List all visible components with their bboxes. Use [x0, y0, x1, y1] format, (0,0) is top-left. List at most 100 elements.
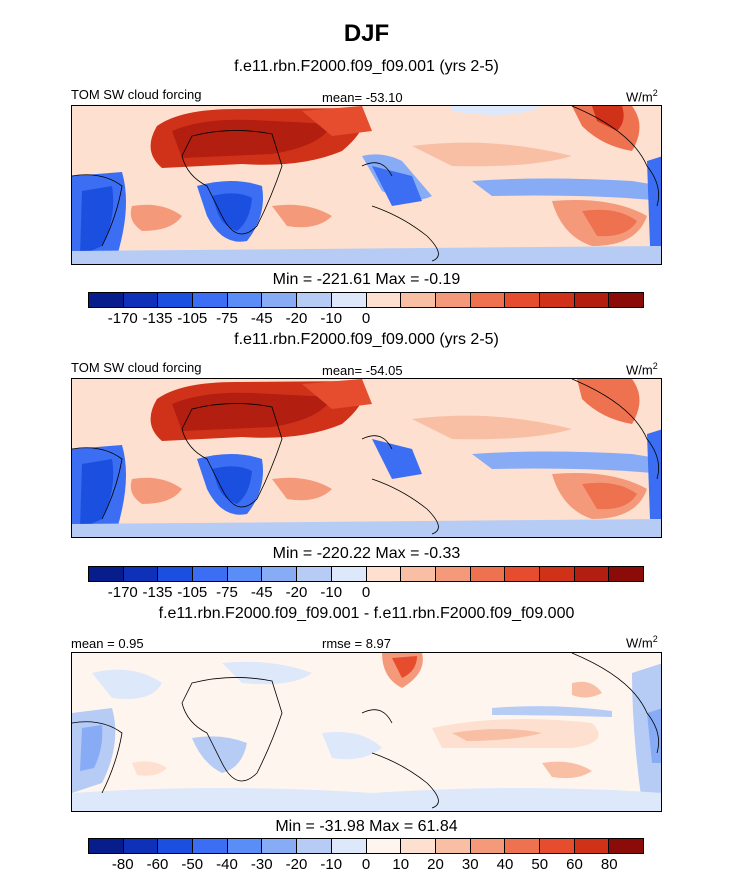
panel-1-itcz-band — [472, 178, 661, 201]
panel-2-colorbar-swatch — [435, 567, 471, 581]
panel-1-east-pacific-coast — [647, 156, 661, 246]
panel-2-africa-coast — [181, 403, 283, 508]
panel-1-title: f.e11.rbn.F2000.f09_f09.001 (yrs 2-5) — [234, 58, 499, 75]
panel-2-maritime-continent — [372, 439, 422, 479]
panel-3-rmse-label: rmse = 8.97 — [322, 636, 392, 651]
panel-3-colorbar-tick-label: -10 — [320, 856, 343, 873]
panel-1-colorbar — [88, 292, 644, 308]
panel-1-colorbar-swatch — [193, 293, 228, 307]
panel-2-minmax: Min = -220.22 Max = -0.33 — [272, 545, 461, 562]
panel-1-colorbar-swatch — [574, 293, 610, 307]
panel-2-colorbar — [88, 566, 644, 582]
panel-3-colorbar-swatch — [227, 839, 263, 853]
panel-1-minmax: Min = -221.61 Max = -0.19 — [272, 271, 461, 288]
panel-3-colorbar-tick-label: 30 — [461, 856, 479, 873]
panel-3-colorbar-swatch — [89, 839, 124, 853]
panel-3-colorbar-tick-label: 60 — [566, 856, 583, 873]
panel-2-pacific-east — [577, 379, 640, 424]
panel-3-colorbar-swatch — [435, 839, 471, 853]
panel-2-colorbar-swatch — [574, 567, 610, 581]
panel-3-colorbar-swatch — [366, 839, 402, 853]
panel-1-colorbar-swatch — [331, 293, 367, 307]
panel-3-colorbar-swatch — [297, 839, 332, 853]
panel-3-colorbar-ticks: -80 -60 -50 -40 -30 -20 -10 0 10 20 30 40 50 60 80 — [88, 856, 644, 876]
panel-3-colorbar-tick-label: -20 — [285, 856, 308, 873]
panel-1-colorbar-swatch — [158, 293, 194, 307]
panel-3-colorbar-tick-label: 0 — [361, 856, 371, 873]
panel-2-colorbar-tick-label: 0 — [361, 584, 371, 601]
panel-1-colorbar-tick-label: 0 — [361, 310, 371, 327]
panel-3-africa-coast — [181, 677, 283, 782]
panel-1-colorbar-ticks: -170 -135 -105 -75 -45 -20 -10 0 — [88, 310, 644, 330]
panel-3-colorbar-swatch — [505, 839, 540, 853]
panel-2-colorbar-swatch — [331, 567, 367, 581]
panel-2-colorbar-tick-label: -75 — [216, 584, 238, 601]
panel-2-map — [71, 378, 662, 538]
panel-3-colorbar-tick-label: -60 — [146, 856, 169, 873]
panel-1-colorbar-tick-label: -105 — [177, 310, 208, 327]
panel-1-colorbar-tick-label: -135 — [142, 310, 173, 327]
panel-3-colorbar-tick-label: -80 — [111, 856, 134, 873]
panel-1-colorbar-swatch — [262, 293, 298, 307]
panel-3-colorbar-swatch — [401, 839, 436, 853]
panel-2-colorbar-ticks: -170 -135 -105 -75 -45 -20 -10 0 — [88, 584, 644, 604]
panel-1-colorbar-swatch — [609, 293, 643, 307]
panel-3-title: f.e11.rbn.F2000.f09_f09.001 - f.e11.rbn.… — [158, 605, 575, 622]
panel-3-colorbar-tick-label: -30 — [250, 856, 273, 873]
panel-3-colorbar-tick-label: 80 — [600, 856, 618, 873]
panel-2-colorbar-swatch — [158, 567, 194, 581]
panel-2-colorbar-swatch — [505, 567, 540, 581]
panel-2-colorbar-swatch — [470, 567, 506, 581]
panel-3-colorbar-swatch — [539, 839, 575, 853]
panel-1-africa-coast — [181, 130, 283, 235]
panel-3-colorbar-tick-label: -40 — [216, 856, 238, 873]
panel-1-colorbar-tick-label: -45 — [250, 310, 273, 327]
panel-3-colorbar-tick-label: 20 — [427, 856, 444, 873]
panel-2-colorbar-swatch — [609, 567, 643, 581]
panel-1-colorbar-tick-label: -10 — [320, 310, 343, 327]
panel-3-colorbar — [88, 838, 644, 854]
panel-2-s-atlantic — [130, 477, 182, 504]
panel-3-colorbar-swatch — [262, 839, 298, 853]
panel-2-colorbar-tick-label: -20 — [285, 584, 308, 601]
panel-3-colorbar-swatch — [609, 839, 643, 853]
panel-1-units: W/m2 — [626, 88, 658, 105]
panel-3-minmax: Min = -31.98 Max = 61.84 — [275, 818, 458, 835]
panel-2-colorbar-swatch — [123, 567, 159, 581]
panel-1-variable-label: TOM SW cloud forcing — [71, 87, 202, 102]
panel-2-colorbar-swatch — [401, 567, 436, 581]
panel-1-s-atlantic — [130, 204, 182, 231]
panel-2-variable-label: TOM SW cloud forcing — [71, 360, 202, 375]
panel-3-colorbar-tick-label: 40 — [496, 856, 514, 873]
panel-2-itcz-band — [472, 451, 661, 474]
panel-3-colorbar-tick-label: 10 — [392, 856, 410, 873]
panel-2-title: f.e11.rbn.F2000.f09_f09.000 (yrs 2-5) — [234, 331, 499, 348]
panel-1-colorbar-swatch — [123, 293, 159, 307]
panel-1-colorbar-swatch — [435, 293, 471, 307]
panel-2-colorbar-swatch — [539, 567, 575, 581]
panel-1-colorbar-tick-label: -20 — [285, 310, 308, 327]
panel-3-colorbar-tick-label: 50 — [531, 856, 549, 873]
panel-1-maritime-continent — [372, 166, 422, 206]
panel-2-colorbar-tick-label: -10 — [320, 584, 343, 601]
panel-3-units: W/m2 — [626, 634, 658, 651]
panel-3-mean-label: mean = 0.95 — [71, 636, 144, 651]
panel-2-colorbar-swatch — [262, 567, 298, 581]
panel-1-colorbar-swatch — [539, 293, 575, 307]
figure-title: DJF — [343, 20, 390, 47]
panel-2-mean-label: mean= -54.05 — [322, 363, 403, 378]
panel-1-map — [71, 105, 662, 265]
panel-1-colorbar-swatch — [401, 293, 436, 307]
panel-1-mean-label: mean= -53.10 — [322, 90, 403, 105]
panel-1-colorbar-swatch — [470, 293, 506, 307]
panel-1-colorbar-swatch — [366, 293, 402, 307]
panel-2-colorbar-tick-label: -45 — [250, 584, 273, 601]
panel-1-colorbar-tick-label: -75 — [216, 310, 238, 327]
panel-2-colorbar-swatch — [193, 567, 228, 581]
panel-1-colorbar-swatch — [227, 293, 263, 307]
panel-2-colorbar-tick-label: -135 — [142, 584, 173, 601]
panel-2-colorbar-swatch — [89, 567, 124, 581]
panel-1-colorbar-swatch — [505, 293, 540, 307]
panel-3-map — [71, 652, 662, 812]
panel-3-colorbar-swatch — [193, 839, 228, 853]
